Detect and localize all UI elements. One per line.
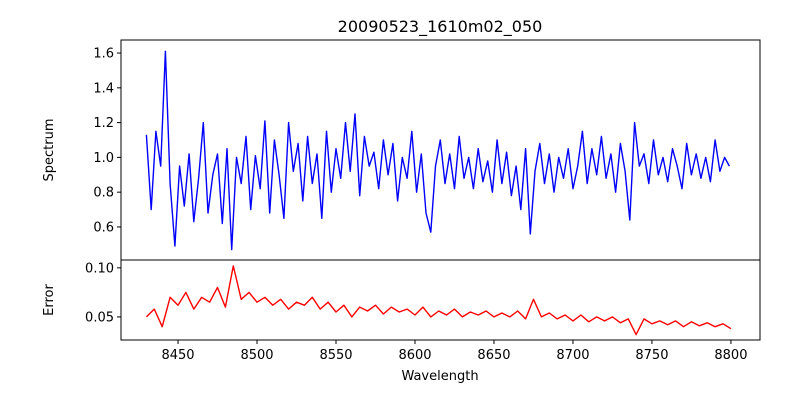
axes-frame: [120, 259, 761, 341]
error-axes: 0.05 0.10 8450 8500 8550 8600 8650 8700 8750 8800: [85, 259, 761, 363]
y-tick-label: 0.6: [93, 220, 114, 235]
y-tick-label: 1.6: [93, 47, 114, 62]
error-line: [145, 265, 732, 336]
x-tick-label: 8500: [240, 348, 273, 363]
y-tick-label: 1.2: [93, 116, 114, 131]
y-tick-label: 1.0: [93, 151, 114, 166]
y-tick-label: 0.05: [85, 310, 114, 325]
y-tick-label: 1.4: [93, 81, 114, 96]
error-y-label: Error: [42, 284, 57, 316]
x-tick-label: 8450: [161, 348, 194, 363]
y-tick-label: 0.10: [85, 261, 114, 276]
spectrum-y-label: Spectrum: [42, 119, 57, 182]
x-tick-label: 8800: [714, 348, 747, 363]
spectrum-line: [145, 50, 731, 251]
x-tick-label: 8600: [398, 348, 431, 363]
x-tick-label: 8550: [319, 348, 352, 363]
y-tick-label: 0.8: [93, 186, 114, 201]
x-tick-label: 8700: [556, 348, 589, 363]
x-axis-label: Wavelength: [401, 369, 478, 384]
chart-title: 20090523_1610m02_050: [338, 17, 543, 37]
x-tick-label: 8650: [477, 348, 510, 363]
x-tick-label: 8750: [635, 348, 668, 363]
